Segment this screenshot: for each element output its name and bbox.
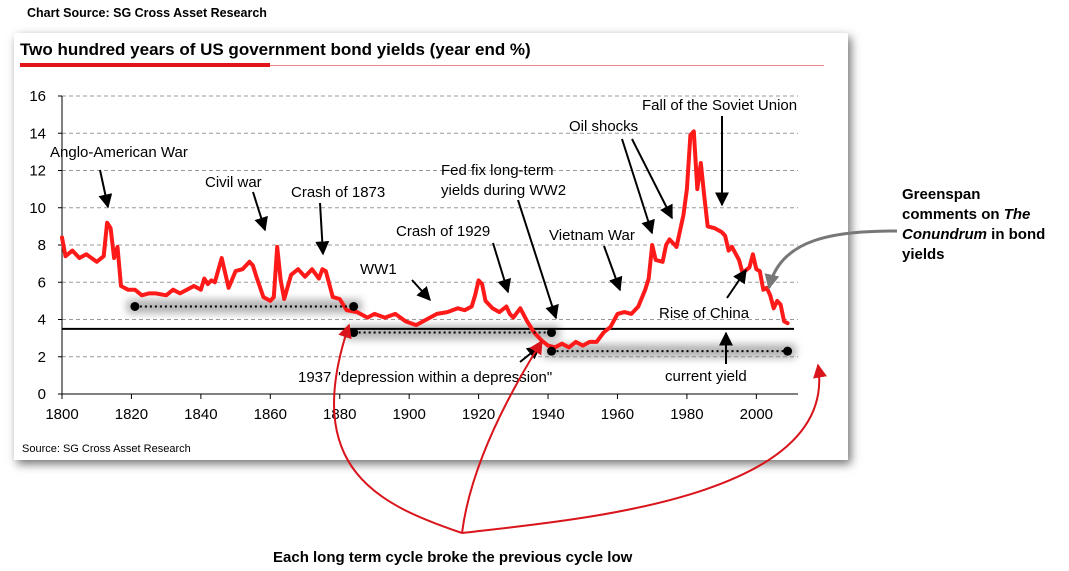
- y-tick-label-12: 12: [29, 163, 46, 180]
- axis-layer: 0 2 4 6 8 10 12 14 16 1800 1820 1840 1860 1880 1900 192…: [29, 88, 798, 423]
- chart-panel: [14, 33, 848, 460]
- greenspan-line-1: Greenspan: [902, 186, 981, 203]
- y-tick-label-10: 10: [29, 200, 46, 217]
- red-arrow-2: [461, 339, 543, 534]
- label-ww1: WW1: [360, 261, 397, 278]
- label-crash-1929: Crash of 1929: [396, 223, 490, 240]
- arrow-vietnam: [603, 245, 623, 292]
- y-tick-label-6: 6: [38, 274, 46, 291]
- title-accent-bar: [20, 63, 270, 67]
- y-tick-label-2: 2: [38, 349, 46, 366]
- y-tick-label-14: 14: [29, 125, 46, 142]
- greenspan-note: Greenspan comments on The Conundrum in b…: [902, 185, 1067, 265]
- greenspan-arrow: [764, 229, 898, 290]
- label-current-yield: current yield: [665, 368, 747, 385]
- red-arrow-3: [461, 363, 827, 534]
- label-soviet-union: Fall of the Soviet Union: [642, 97, 797, 114]
- arrow-ww1: [411, 279, 431, 302]
- x-tick-label-1840: 1840: [184, 406, 217, 423]
- y-tick-label-4: 4: [38, 312, 46, 329]
- cycle-low-end-dot-2: [547, 328, 557, 338]
- arrow-oil-1: [621, 138, 655, 235]
- grid-layer: [62, 95, 798, 358]
- cycle-low-glow-2: [345, 325, 560, 340]
- chart-title: Two hundred years of US government bond …: [20, 40, 531, 59]
- greenspan-line-2b: The: [1003, 206, 1031, 223]
- cycle-low-glow-3: [543, 344, 796, 359]
- greenspan-line-4: yields: [902, 246, 945, 263]
- label-1937-depression: 1937 "depression within a depression": [298, 369, 552, 386]
- arrow-rise-of-china: [726, 268, 747, 299]
- greenspan-line-2a: comments on: [902, 206, 1004, 223]
- label-anglo-american-war: Anglo-American War: [50, 144, 188, 161]
- label-civil-war: Civil war: [205, 174, 262, 191]
- arrow-civil: [252, 191, 268, 232]
- x-tick-label-1960: 1960: [601, 406, 634, 423]
- arrow-anglo: [98, 169, 113, 209]
- cycle-low-end-dot-3: [783, 346, 793, 356]
- x-tick-label-1880: 1880: [323, 406, 356, 423]
- label-rise-of-china: Rise of China: [659, 305, 750, 322]
- greenspan-line-3a: Conundrum: [902, 226, 987, 243]
- label-crash-1873: Crash of 1873: [291, 184, 385, 201]
- x-tick-label-1800: 1800: [45, 406, 78, 423]
- cycle-break-arrows: [333, 323, 827, 534]
- x-tick-label-2000: 2000: [740, 406, 773, 423]
- cycle-low-end-dot-1: [349, 301, 359, 311]
- label-fed-fix-line2: yields during WW2: [441, 182, 566, 199]
- y-tick-label-16: 16: [29, 88, 46, 105]
- cycle-low-start-dot-2: [349, 328, 359, 338]
- label-oil-shocks: Oil shocks: [569, 118, 638, 135]
- arrow-crash-1873: [315, 202, 330, 256]
- x-tick-label-1940: 1940: [531, 406, 564, 423]
- series-layer: [60, 129, 790, 350]
- label-fed-fix-line1: Fed fix long-term: [441, 162, 554, 179]
- arrow-fed-fix: [517, 199, 559, 320]
- y-tick-label-8: 8: [38, 237, 46, 254]
- x-tick-label-1980: 1980: [670, 406, 703, 423]
- arrow-oil-2: [631, 138, 673, 220]
- cycle-low-start-dot-1: [130, 301, 140, 311]
- red-arrow-1: [333, 323, 463, 534]
- arrow-crash-1929: [492, 242, 512, 294]
- x-tick-label-1820: 1820: [115, 406, 148, 423]
- cycle-low-layer: [130, 301, 793, 356]
- title-rule: [20, 65, 824, 66]
- greenspan-line-3b: in bond: [986, 226, 1046, 243]
- y-tick-label-0: 0: [38, 386, 46, 403]
- x-tick-label-1920: 1920: [462, 406, 495, 423]
- cycle-note: Each long term cycle broke the previous …: [273, 549, 633, 566]
- cycle-low-start-dot-3: [547, 346, 557, 356]
- chart-source: Source: SG Cross Asset Research: [22, 443, 191, 455]
- x-tick-label-1900: 1900: [392, 406, 425, 423]
- cycle-low-glow-1: [126, 299, 362, 314]
- header-source: Chart Source: SG Cross Asset Research: [27, 6, 267, 20]
- label-vietnam-war: Vietnam War: [549, 227, 635, 244]
- x-tick-label-1860: 1860: [254, 406, 287, 423]
- series-line-1: [60, 129, 790, 350]
